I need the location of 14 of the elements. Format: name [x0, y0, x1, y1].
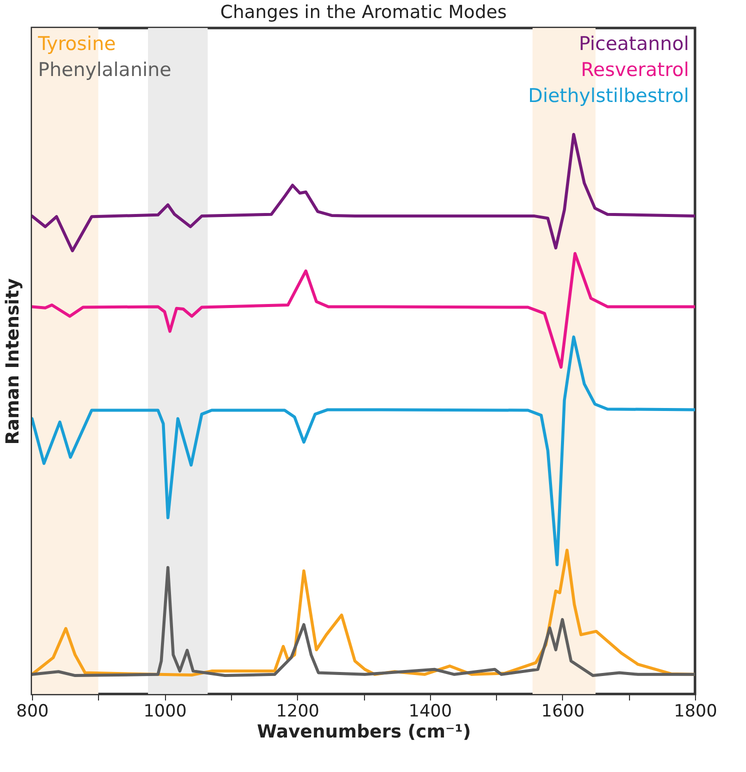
x-tick-label: 1600: [541, 702, 585, 722]
x-tick-label: 1000: [143, 702, 187, 722]
text: Tyrosine: [37, 33, 116, 55]
x-axis-title: Wavenumbers (cm⁻¹): [257, 722, 471, 742]
x-tick-label: 1400: [408, 702, 452, 722]
chart-title: Changes in the Aromatic Modes: [220, 2, 507, 23]
x-tick-label: 1200: [276, 702, 320, 722]
x-tick-label: 800: [16, 702, 49, 722]
text: Phenylalanine: [38, 59, 172, 81]
y-axis-title: Raman Intensity: [2, 278, 24, 445]
text: Resveratrol: [580, 59, 689, 81]
text: Diethylstilbestrol: [528, 85, 689, 107]
text: Piceatannol: [578, 33, 689, 55]
x-tick-label: 1800: [674, 702, 718, 722]
